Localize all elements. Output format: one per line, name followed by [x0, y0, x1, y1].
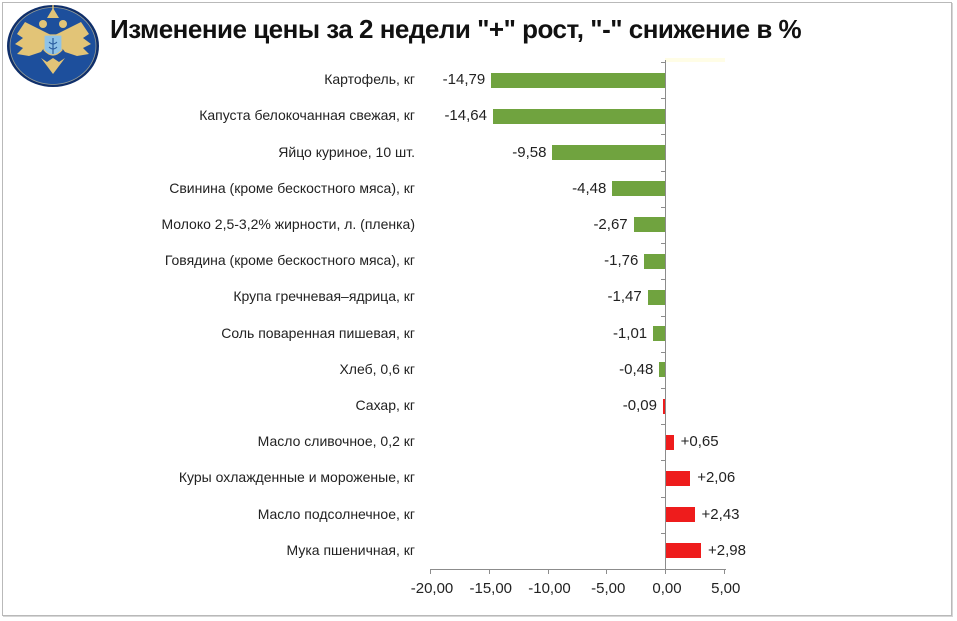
data-bar: [663, 398, 665, 414]
x-tick-mark: [547, 569, 549, 574]
data-bar: [659, 362, 665, 378]
value-label: +2,98: [708, 541, 746, 559]
data-bar: [653, 326, 665, 342]
data-bar: [633, 217, 665, 233]
value-label: -1,01: [612, 324, 648, 342]
category-label: Яйцо куриное, 10 шт.: [278, 143, 415, 160]
category-label: Мука пшеничная, кг: [286, 541, 415, 558]
x-tick-label: 5,00: [711, 580, 741, 597]
category-label: Масло подсолнечное, кг: [257, 505, 415, 522]
x-tick-label: 0,00: [652, 580, 682, 597]
category-label: Масло сливочное, 0,2 кг: [257, 433, 415, 450]
value-label: +2,06: [697, 469, 736, 487]
y-axis-line: [665, 60, 666, 570]
y-tick-mark: [661, 387, 665, 389]
x-tick-mark: [606, 569, 608, 574]
value-label: -0,48: [619, 360, 654, 378]
y-tick-mark: [661, 134, 665, 136]
category-label: Хлеб, 0,6 кг: [339, 360, 415, 377]
data-bar: [552, 145, 665, 161]
y-tick-mark: [661, 98, 665, 100]
data-bar: [666, 470, 691, 486]
value-label: -4,48: [572, 179, 607, 197]
value-label: +0,65: [680, 433, 719, 451]
chart-title: Изменение цены за 2 недели "+" рост, "-"…: [110, 14, 802, 44]
y-tick-mark: [661, 424, 665, 426]
x-tick-mark: [665, 569, 666, 574]
category-label: Соль поваренная пишевая, кг: [221, 324, 415, 341]
y-tick-mark: [661, 315, 665, 317]
x-tick-mark: [488, 569, 490, 574]
value-label: -2,67: [593, 215, 628, 233]
x-tick-label: -15,00: [469, 580, 513, 597]
category-label: Молоко 2,5-3,2% жирности, л. (пленка): [161, 215, 415, 232]
category-label: Крупа гречневая–ядрица, кг: [233, 288, 415, 305]
y-tick-mark: [661, 351, 665, 353]
value-label: -1,76: [604, 252, 639, 270]
value-label: -14,79: [442, 71, 486, 89]
category-label: Куры охлажденные и мороженые, кг: [178, 469, 415, 486]
y-tick-mark: [661, 243, 665, 245]
category-label: Сахар, кг: [355, 397, 415, 414]
data-bar: [666, 434, 674, 450]
data-bar: [647, 289, 665, 305]
category-label: Говядина (кроме бескостного мяса), кг: [164, 252, 415, 269]
y-tick-mark: [661, 279, 665, 281]
x-tick-label: -5,00: [591, 580, 626, 597]
category-label: Картофель, кг: [324, 71, 415, 88]
x-tick-label: -20,00: [410, 580, 454, 597]
emblem-logo-icon: [7, 5, 99, 87]
x-axis-line: [431, 569, 726, 570]
value-label: -0,09: [622, 397, 657, 415]
y-tick-mark: [661, 569, 665, 570]
y-tick-mark: [661, 496, 665, 498]
data-bar: [666, 543, 701, 559]
plot-area-fill: [665, 58, 725, 62]
category-label: Капуста белокочанная свежая, кг: [199, 107, 415, 124]
y-tick-mark: [661, 206, 665, 208]
data-bar: [612, 181, 665, 197]
data-bar: [644, 253, 665, 269]
y-tick-mark: [661, 460, 665, 462]
value-label: -9,58: [512, 143, 547, 161]
y-tick-mark: [661, 62, 665, 63]
y-tick-mark: [661, 532, 665, 534]
value-label: -14,64: [444, 107, 487, 125]
data-bar: [666, 507, 695, 523]
category-label: Свинина (кроме бескостного мяса), кг: [169, 179, 415, 196]
x-tick-mark: [430, 569, 431, 574]
x-tick-label: -10,00: [528, 580, 571, 597]
x-tick-mark: [723, 569, 725, 574]
value-label: -1,47: [607, 288, 642, 306]
data-bar: [491, 72, 665, 88]
data-bar: [492, 108, 665, 124]
value-label: +2,43: [701, 505, 740, 523]
y-tick-mark: [661, 170, 665, 172]
